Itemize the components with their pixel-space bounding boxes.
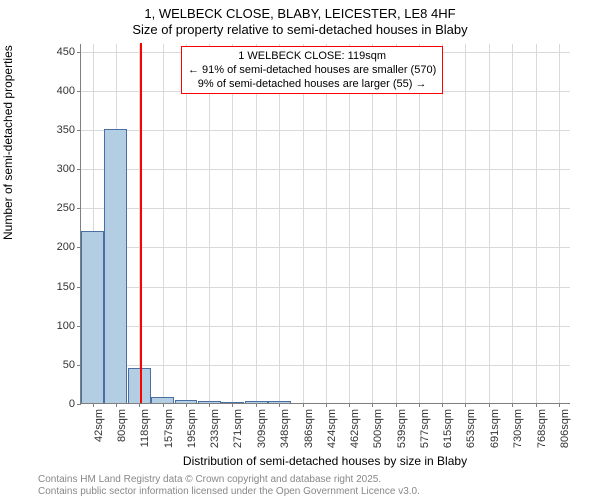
chart-subtitle: Size of property relative to semi-detach… (0, 22, 600, 37)
histogram-bar (104, 129, 127, 403)
y-tick-label: 200 (57, 241, 81, 253)
histogram-bar (245, 401, 268, 403)
x-tickmark (559, 403, 560, 407)
gridline-v (512, 44, 513, 403)
x-tickmark (116, 403, 117, 407)
gridline-v (256, 44, 257, 403)
x-axis-label: Distribution of semi-detached houses by … (80, 454, 570, 468)
x-tickmark (372, 403, 373, 407)
y-tick-label: 250 (57, 202, 81, 214)
gridline-v (303, 44, 304, 403)
marker-legend: 1 WELBECK CLOSE: 119sqm← 91% of semi-det… (181, 46, 443, 94)
gridline-v (442, 44, 443, 403)
legend-line: 1 WELBECK CLOSE: 119sqm (188, 49, 436, 63)
gridline-v (419, 44, 420, 403)
x-tick-label: 233sqm (209, 409, 221, 448)
x-tick-label: 768sqm (536, 409, 548, 448)
y-tick-label: 0 (69, 398, 81, 410)
x-tickmark (349, 403, 350, 407)
gridline-v (489, 44, 490, 403)
x-tickmark (489, 403, 490, 407)
x-tickmark (536, 403, 537, 407)
x-tickmark (419, 403, 420, 407)
x-tick-label: 42sqm (93, 409, 105, 442)
gridline-v (536, 44, 537, 403)
x-tick-label: 118sqm (139, 409, 151, 447)
x-tickmark (465, 403, 466, 407)
x-tickmark (326, 403, 327, 407)
x-tick-label: 691sqm (489, 409, 501, 448)
x-tick-label: 653sqm (465, 409, 477, 448)
y-tick-label: 400 (57, 85, 81, 97)
footer-line-1: Contains HM Land Registry data © Crown c… (38, 474, 420, 486)
chart-title: 1, WELBECK CLOSE, BLABY, LEICESTER, LE8 … (0, 6, 600, 21)
histogram-bar (151, 397, 174, 403)
x-tick-label: 539sqm (396, 409, 408, 448)
x-tick-label: 157sqm (163, 409, 175, 448)
gridline-v (465, 44, 466, 403)
y-axis-label: Number of semi-detached properties (1, 45, 15, 240)
histogram-bar (198, 401, 221, 403)
x-tickmark (279, 403, 280, 407)
property-marker-line (140, 43, 142, 403)
x-tickmark (256, 403, 257, 407)
histogram-bar (81, 231, 104, 403)
x-tick-label: 309sqm (256, 409, 268, 448)
y-tick-label: 150 (57, 281, 81, 293)
x-tick-label: 577sqm (419, 409, 431, 448)
gridline-v (326, 44, 327, 403)
gridline-v (279, 44, 280, 403)
x-tickmark (139, 403, 140, 407)
legend-line: ← 91% of semi-detached houses are smalle… (188, 63, 436, 77)
x-tickmark (209, 403, 210, 407)
gridline-v (559, 44, 560, 403)
gridline-v (349, 44, 350, 403)
histogram-bar (175, 400, 198, 403)
x-tick-label: 271sqm (232, 409, 244, 448)
plot-area: 1 WELBECK CLOSE: 119sqm← 91% of semi-det… (80, 44, 570, 404)
x-tickmark (232, 403, 233, 407)
footer-attribution: Contains HM Land Registry data © Crown c… (38, 474, 420, 498)
x-tickmark (186, 403, 187, 407)
histogram-bar (221, 402, 244, 403)
gridline-v (372, 44, 373, 403)
x-tick-label: 80sqm (116, 409, 128, 442)
x-tickmark (303, 403, 304, 407)
histogram-bar (268, 401, 291, 403)
gridline-v (232, 44, 233, 403)
x-tick-label: 195sqm (186, 409, 198, 448)
x-tickmark (442, 403, 443, 407)
x-tick-label: 500sqm (372, 409, 384, 448)
x-tick-label: 615sqm (442, 409, 454, 448)
x-tick-label: 730sqm (512, 409, 524, 448)
x-tick-label: 386sqm (303, 409, 315, 448)
legend-line: 9% of semi-detached houses are larger (5… (188, 77, 436, 91)
x-tickmark (163, 403, 164, 407)
chart-container: 1, WELBECK CLOSE, BLABY, LEICESTER, LE8 … (0, 0, 600, 500)
x-tick-label: 462sqm (349, 409, 361, 448)
gridline-v (163, 44, 164, 403)
x-tick-label: 424sqm (326, 409, 338, 448)
footer-line-2: Contains public sector information licen… (38, 486, 420, 498)
gridline-v (209, 44, 210, 403)
gridline-v (396, 44, 397, 403)
x-tickmark (93, 403, 94, 407)
x-tick-label: 348sqm (279, 409, 291, 448)
y-tick-label: 100 (57, 320, 81, 332)
y-tick-label: 450 (57, 46, 81, 58)
gridline-v (186, 44, 187, 403)
y-tick-label: 300 (57, 163, 81, 175)
x-tickmark (396, 403, 397, 407)
x-tickmark (512, 403, 513, 407)
x-tick-label: 806sqm (559, 409, 571, 448)
y-tick-label: 50 (63, 359, 81, 371)
y-tick-label: 350 (57, 124, 81, 136)
